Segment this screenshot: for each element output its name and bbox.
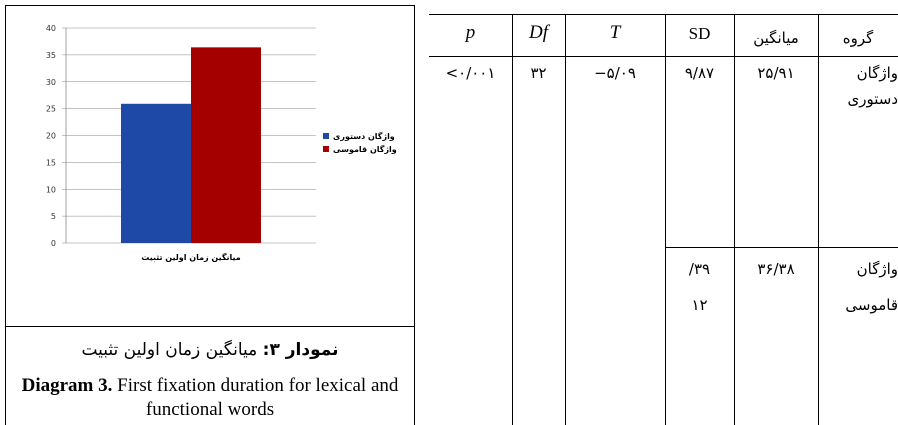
table-divider bbox=[665, 14, 666, 425]
row2-sd-line1: /۳۹ bbox=[688, 260, 711, 278]
table-divider bbox=[565, 14, 566, 425]
x-axis: میانگین زمان اولین تثبیت bbox=[141, 252, 241, 262]
caption-persian-text: میانگین زمان اولین تثبیت bbox=[81, 340, 263, 360]
legend-swatch bbox=[323, 146, 329, 152]
row2-group-line2: قاموسی bbox=[845, 296, 898, 314]
row1-df: ۳۲ bbox=[530, 64, 547, 82]
figure-panel: 0 5 10 15 20 25 30 35 40 واژگان دستوری واژگان قام… bbox=[5, 5, 415, 425]
table-header-rule bbox=[429, 56, 898, 57]
row1-mean: ۲۵/۹۱ bbox=[757, 64, 795, 82]
y-tick-label: 35 bbox=[46, 51, 56, 60]
y-axis: 0 5 10 15 20 25 30 35 40 bbox=[46, 24, 67, 248]
row2-sd-line2: ۱۲ bbox=[691, 296, 708, 314]
y-tick-label: 5 bbox=[51, 212, 56, 221]
y-tick-label: 30 bbox=[46, 78, 56, 87]
table-top-rule bbox=[429, 14, 898, 15]
y-tick-label: 0 bbox=[51, 239, 56, 248]
header-p: p bbox=[465, 22, 476, 43]
chart-legend: واژگان دستوری واژگان قاموسی bbox=[323, 131, 397, 154]
row1-p: <۰/۰۰۱ bbox=[445, 64, 496, 82]
y-tick-label: 25 bbox=[46, 105, 56, 114]
table-divider bbox=[512, 14, 513, 425]
header-group: گروه bbox=[842, 29, 874, 47]
header-t: T bbox=[609, 22, 621, 43]
row1-sd: ۹/۸۷ bbox=[684, 64, 715, 82]
caption-persian-label: نمودار ۳: bbox=[262, 340, 339, 360]
chart-bars bbox=[121, 47, 261, 243]
row1-group-line1: واژگان bbox=[856, 64, 898, 82]
bar-1 bbox=[121, 103, 191, 243]
caption-english: Diagram 3. First fixation duration for l… bbox=[6, 374, 414, 422]
bar-2 bbox=[191, 47, 261, 243]
row2-sd: /۳۹ ۱۲ bbox=[665, 260, 734, 314]
chart-svg: 0 5 10 15 20 25 30 35 40 واژگان دستوری واژگان قام… bbox=[46, 24, 397, 262]
bar-chart: 0 5 10 15 20 25 30 35 40 واژگان دستوری واژگان قام… bbox=[6, 6, 414, 327]
table-divider bbox=[734, 14, 735, 425]
header-sd: SD bbox=[688, 24, 711, 43]
legend-label: واژگان دستوری bbox=[333, 131, 395, 141]
y-tick-label: 20 bbox=[46, 132, 56, 141]
legend-swatch bbox=[323, 133, 329, 139]
caption-english-text: First fixation duration for lexical and … bbox=[112, 375, 399, 420]
legend-label: واژگان قاموسی bbox=[333, 144, 397, 154]
y-tick-label: 40 bbox=[46, 24, 56, 33]
row1-t: −۵/۰۹ bbox=[594, 64, 636, 82]
row2-group: واژگان قاموسی bbox=[820, 260, 898, 314]
header-df: Df bbox=[529, 22, 548, 43]
stats-table: p Df T SD میانگین گروه <۰/۰۰۱ ۳۲ −۵/۰۹ ۹… bbox=[429, 14, 898, 425]
header-mean: میانگین bbox=[753, 29, 799, 47]
table-divider bbox=[818, 14, 819, 425]
row2-group-line1: واژگان bbox=[856, 260, 898, 278]
y-tick-label: 10 bbox=[46, 185, 56, 194]
caption-persian: نمودار ۳: میانگین زمان اولین تثبیت bbox=[6, 340, 414, 360]
y-tick-label: 15 bbox=[46, 158, 56, 167]
table-row-rule bbox=[665, 247, 898, 248]
row1-group: واژگان دستوری bbox=[820, 64, 898, 108]
caption-english-label: Diagram 3. bbox=[21, 375, 113, 396]
x-category-label: میانگین زمان اولین تثبیت bbox=[141, 252, 241, 262]
row1-group-line2: دستوری bbox=[847, 90, 898, 108]
row2-mean: ۳۶/۳۸ bbox=[757, 260, 795, 278]
